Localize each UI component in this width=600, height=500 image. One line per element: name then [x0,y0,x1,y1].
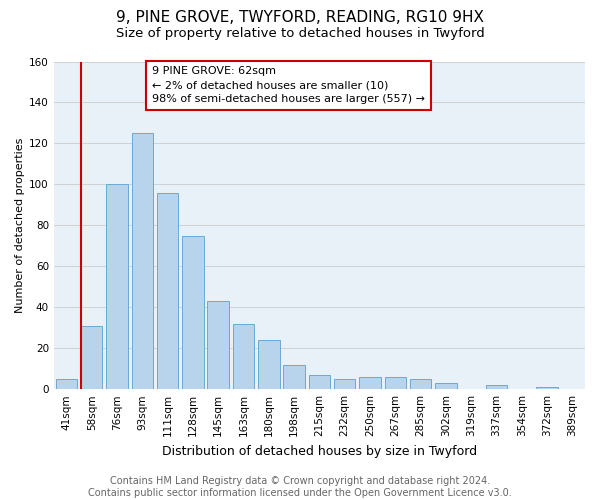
Bar [308,375,330,389]
Bar [81,326,103,389]
Bar [334,379,355,389]
X-axis label: Distribution of detached houses by size in Twyford: Distribution of detached houses by size … [162,444,477,458]
Text: 9, PINE GROVE, TWYFORD, READING, RG10 9HX: 9, PINE GROVE, TWYFORD, READING, RG10 9H… [116,10,484,25]
Bar [182,236,203,389]
Text: Size of property relative to detached houses in Twyford: Size of property relative to detached ho… [116,28,484,40]
Bar [359,377,381,389]
Bar [385,377,406,389]
Bar [56,379,77,389]
Bar [157,192,178,389]
Bar [410,379,431,389]
Bar [486,385,507,389]
Bar [536,387,558,389]
Bar [258,340,280,389]
Text: 9 PINE GROVE: 62sqm
← 2% of detached houses are smaller (10)
98% of semi-detache: 9 PINE GROVE: 62sqm ← 2% of detached hou… [152,66,425,104]
Bar [283,364,305,389]
Bar [131,133,153,389]
Text: Contains HM Land Registry data © Crown copyright and database right 2024.
Contai: Contains HM Land Registry data © Crown c… [88,476,512,498]
Bar [233,324,254,389]
Bar [106,184,128,389]
Bar [208,301,229,389]
Bar [435,383,457,389]
Y-axis label: Number of detached properties: Number of detached properties [15,138,25,313]
